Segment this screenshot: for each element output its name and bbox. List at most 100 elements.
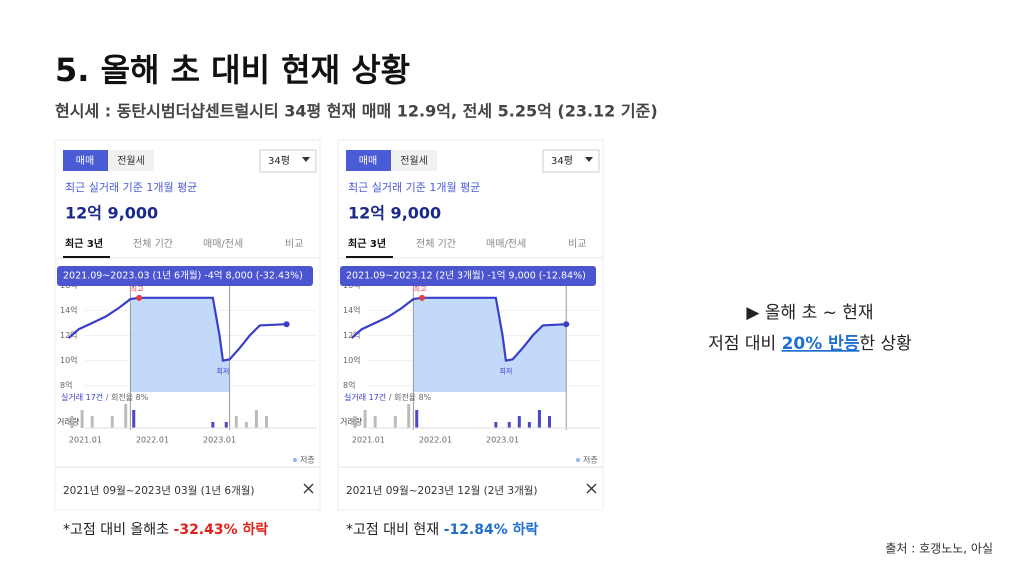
tooltip <box>57 266 313 286</box>
note-text: 저점 대비 <box>708 334 781 354</box>
legend-dot <box>576 458 580 462</box>
dropdown-arrow <box>585 157 593 162</box>
current-point <box>283 321 290 328</box>
volume-bar <box>494 422 498 428</box>
period-tab: 비교 <box>285 238 303 250</box>
y-tick-label: 8억 <box>60 380 72 390</box>
volume-bar <box>124 404 128 428</box>
low-label: 최저 <box>499 367 512 376</box>
avg-label: 최근 실거래 기준 1개월 평균 <box>348 181 480 194</box>
turnover: / 회전율 8% <box>386 392 431 402</box>
volume-bar <box>211 422 215 428</box>
dropdown-label: 34평 <box>268 155 290 167</box>
note-highlight: 20% 반등 <box>782 334 860 354</box>
volume-bar <box>363 410 367 428</box>
caption-text: *고점 대비 올해초 <box>63 522 174 538</box>
tab-active <box>63 150 108 171</box>
period-tab: 전체 기간 <box>416 238 456 250</box>
y-tick-label: 8억 <box>343 380 355 390</box>
legend-dot <box>293 458 297 462</box>
period: 2021년 09월~2023년 12월 (2년 3개월) <box>346 485 538 497</box>
title: 5. 올해 초 대비 현재 상황 <box>55 51 410 89</box>
deals: 실거래 17건 <box>61 392 103 402</box>
caption-highlight: -12.84% 하락 <box>444 521 539 538</box>
dropdown-label: 34평 <box>551 155 573 167</box>
volume-bar <box>537 410 541 428</box>
volume-bar <box>264 416 268 428</box>
close-icon <box>586 483 597 494</box>
note-line1: ▶ 올해 초 ~ 현재 <box>746 303 873 323</box>
volume-bar <box>407 404 411 428</box>
tooltip <box>340 266 596 286</box>
y-tick-label: 12억 <box>60 330 78 340</box>
deals-info: 실거래 17건 / 회전율 8% <box>61 392 149 402</box>
dropdown <box>259 149 317 173</box>
high-label: 최고 <box>131 284 144 293</box>
tab-active <box>346 150 391 171</box>
volume-bar <box>353 416 357 428</box>
volume-bar <box>517 416 521 428</box>
period-tab: 전체 기간 <box>133 238 173 250</box>
dropdown-arrow <box>302 157 310 162</box>
volume-bar <box>373 416 377 428</box>
avg-price: 12억 9,000 <box>348 204 441 223</box>
subtitle: 현시세 : 동탄시범더샵센트럴시티 34평 현재 매매 12.9억, 전세 5.… <box>55 102 658 121</box>
caption-highlight: -32.43% 하락 <box>174 521 269 538</box>
x-tick-label: 2022.01 <box>136 436 169 445</box>
price-line <box>350 296 567 362</box>
tooltip-text: 2021.09~2023.03 (1년 6개월) -4억 8,000 (-32.… <box>63 270 303 282</box>
volume-bar <box>527 422 531 428</box>
volume-bar <box>547 416 551 428</box>
volume-bar <box>132 410 136 428</box>
volume-bar <box>90 416 94 428</box>
period-tab: 매매/전세 <box>203 238 243 250</box>
tab <box>108 150 154 171</box>
avg-label: 최근 실거래 기준 1개월 평균 <box>65 181 197 194</box>
volume-bar <box>70 416 74 428</box>
high-point <box>419 294 426 301</box>
x-tick-label: 2023.01 <box>203 436 236 445</box>
x-tick-label: 2021.01 <box>69 436 102 445</box>
period-tab: 최근 3년 <box>65 237 103 250</box>
x-tick-label: 2021.01 <box>352 436 385 445</box>
legend-label: 저층 <box>583 456 598 465</box>
period-tab: 매매/전세 <box>486 238 526 250</box>
volume-bar <box>415 410 419 428</box>
y-tick-label: 10억 <box>60 355 78 365</box>
range-area <box>413 297 567 392</box>
y-tick-label: 14억 <box>60 305 78 315</box>
x-tick-label: 2023.01 <box>486 436 519 445</box>
period-tab: 비교 <box>568 238 586 250</box>
tab-label: 전월세 <box>400 155 428 167</box>
caption: *고점 대비 현재 -12.84% 하락 <box>346 521 539 538</box>
volume-label: 거래량 <box>57 417 80 427</box>
note-text: 한 상황 <box>859 334 911 354</box>
deals-info: 실거래 17건 / 회전율 8% <box>344 392 432 402</box>
caption: *고점 대비 올해초 -32.43% 하락 <box>63 521 268 538</box>
caption-text: *고점 대비 현재 <box>346 522 444 538</box>
y-tick-label: 14억 <box>343 305 361 315</box>
note-line2: 저점 대비 20% 반등한 상황 <box>708 334 912 354</box>
y-tick-label: 10억 <box>343 355 361 365</box>
high-label: 최고 <box>414 284 427 293</box>
volume-bar <box>234 416 238 428</box>
volume-bar <box>224 422 228 428</box>
turnover: / 회전율 8% <box>103 392 148 402</box>
tooltip-text: 2021.09~2023.12 (2년 3개월) -1억 9,000 (-12.… <box>346 270 586 282</box>
tab <box>391 150 437 171</box>
volume-bar <box>254 410 258 428</box>
low-label: 최저 <box>216 367 229 376</box>
dropdown <box>542 149 600 173</box>
period-tab: 최근 3년 <box>348 237 386 250</box>
tab-label: 매매 <box>76 155 94 167</box>
high-point <box>136 294 143 301</box>
volume-bar <box>244 422 248 428</box>
volume-label: 거래량 <box>340 417 363 427</box>
tab-label: 전월세 <box>117 155 145 167</box>
volume-bar <box>110 416 114 428</box>
tab-label: 매매 <box>359 155 377 167</box>
x-tick-label: 2022.01 <box>419 436 452 445</box>
range-area <box>130 297 230 392</box>
volume-bar <box>393 416 397 428</box>
